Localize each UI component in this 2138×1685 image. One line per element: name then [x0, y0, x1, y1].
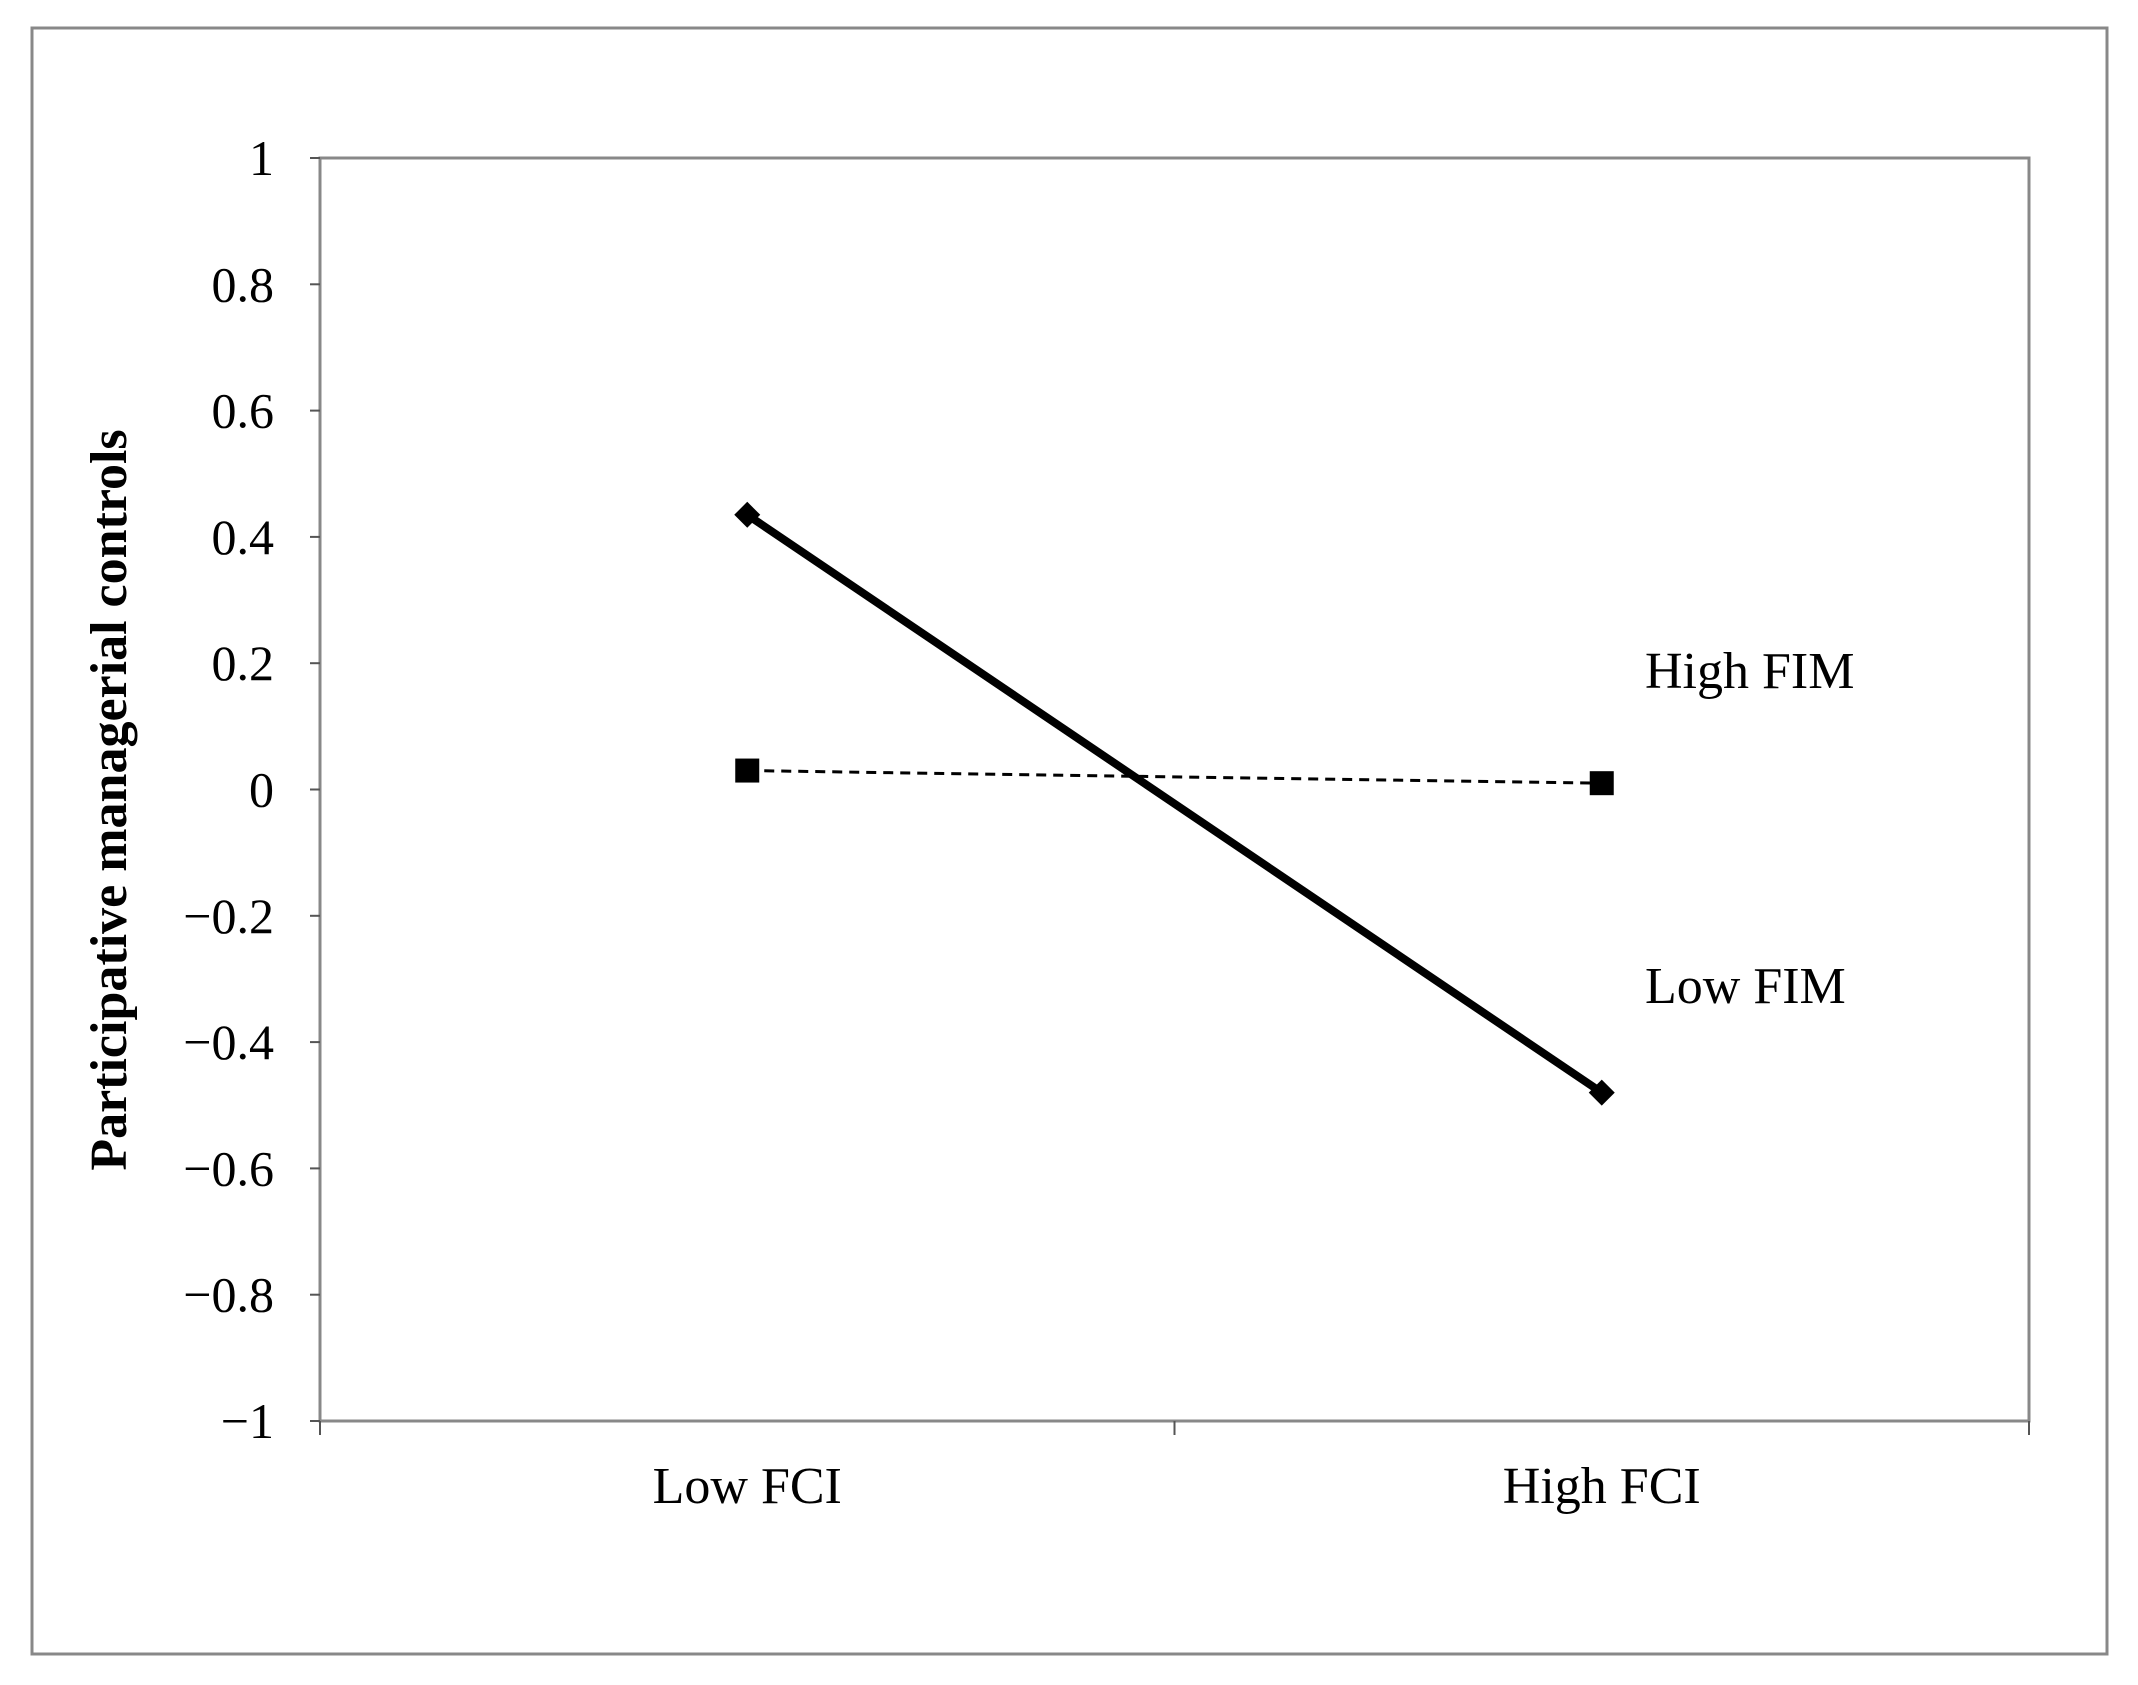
data-point-square — [735, 758, 760, 783]
data-point-diamond — [1588, 1079, 1615, 1106]
y-tick-label: 1 — [249, 130, 274, 186]
series-line — [747, 769, 1602, 785]
series-label: High FIM — [1645, 643, 1854, 700]
y-tick-label: 0.2 — [212, 635, 275, 691]
y-tick-label: 0.6 — [212, 383, 275, 439]
x-tick-label: Low FCI — [653, 1458, 842, 1515]
y-tick-label: 0.8 — [212, 256, 275, 312]
data-point-diamond — [734, 501, 761, 528]
data-point-square — [1589, 771, 1614, 796]
series-label: Low FIM — [1645, 958, 1846, 1015]
y-tick-label: 0 — [249, 762, 274, 818]
y-axis-title: Participative managerial controls — [81, 429, 138, 1170]
series-line — [745, 511, 1604, 1096]
y-axis: 1 0.8 0.6 0.4 0.2 0 −0.2 −0.4 −0.6 −0.8 −1 — [183, 130, 320, 1449]
y-tick-label: −0.6 — [183, 1140, 274, 1196]
y-tick-label: −0.2 — [183, 888, 274, 944]
series-layer — [734, 501, 1615, 1106]
x-tick-label: High FCI — [1503, 1458, 1701, 1515]
y-tick-label: −0.8 — [183, 1267, 274, 1323]
y-tick-label: 0.4 — [212, 509, 275, 565]
label-layer: Low FIM High FIM — [1645, 643, 1854, 1015]
plot-area — [318, 156, 2031, 1423]
figure-frame — [30, 26, 2109, 1656]
y-tick-label: −1 — [221, 1393, 274, 1449]
y-tick-label: −0.4 — [183, 1014, 274, 1070]
x-axis: Low FCI High FCI — [319, 1421, 2030, 1515]
